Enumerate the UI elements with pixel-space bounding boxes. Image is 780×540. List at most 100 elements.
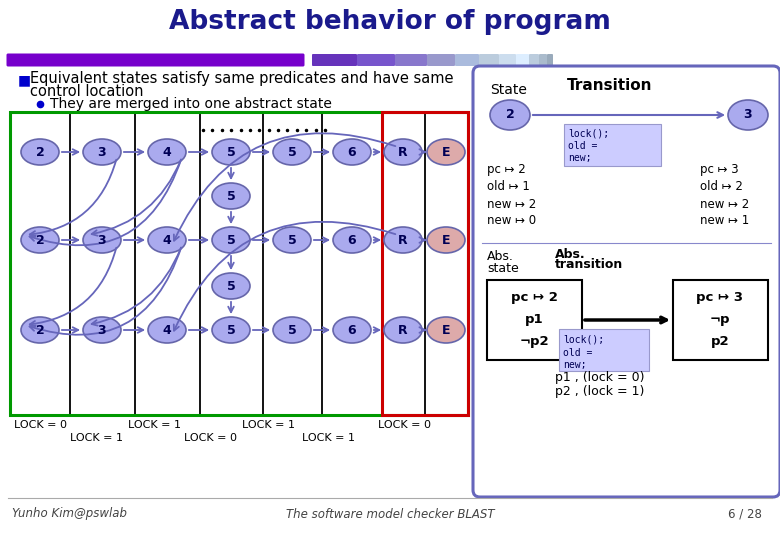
- Text: 5: 5: [288, 233, 296, 246]
- Ellipse shape: [333, 139, 371, 165]
- FancyBboxPatch shape: [312, 54, 357, 66]
- FancyBboxPatch shape: [357, 54, 395, 66]
- FancyBboxPatch shape: [516, 54, 529, 66]
- Text: Transition: Transition: [567, 78, 653, 93]
- Text: 4: 4: [162, 145, 172, 159]
- Bar: [673, 280, 768, 360]
- Text: 4: 4: [162, 323, 172, 336]
- Text: old ↦ 2: old ↦ 2: [700, 180, 743, 193]
- Text: pc ↦ 2: pc ↦ 2: [487, 164, 526, 177]
- Text: 6: 6: [348, 323, 356, 336]
- Ellipse shape: [490, 100, 530, 130]
- Text: 3: 3: [98, 233, 106, 246]
- FancyBboxPatch shape: [529, 54, 539, 66]
- Text: 5: 5: [227, 190, 236, 202]
- Text: E: E: [441, 145, 450, 159]
- Ellipse shape: [333, 317, 371, 343]
- Text: old =: old =: [563, 348, 592, 358]
- Text: 2: 2: [36, 145, 44, 159]
- Text: E: E: [441, 323, 450, 336]
- FancyBboxPatch shape: [455, 54, 479, 66]
- Text: 3: 3: [98, 323, 106, 336]
- Ellipse shape: [148, 227, 186, 253]
- Text: pc ↦ 2: pc ↦ 2: [511, 292, 558, 305]
- Text: ■: ■: [18, 73, 31, 87]
- Bar: [10, 112, 468, 415]
- Text: R: R: [398, 233, 408, 246]
- Text: 5: 5: [288, 323, 296, 336]
- FancyBboxPatch shape: [539, 54, 547, 66]
- Ellipse shape: [212, 273, 250, 299]
- Ellipse shape: [384, 139, 422, 165]
- Text: 6: 6: [348, 145, 356, 159]
- Text: 2: 2: [36, 323, 44, 336]
- Text: 6: 6: [348, 233, 356, 246]
- Text: p2 , (lock = 1): p2 , (lock = 1): [555, 386, 644, 399]
- Text: p1: p1: [525, 314, 544, 327]
- Text: new;: new;: [568, 153, 591, 163]
- Text: control location: control location: [30, 84, 144, 98]
- Text: Yunho Kim@pswlab: Yunho Kim@pswlab: [12, 508, 127, 521]
- Text: Equivalent states satisfy same predicates and have same: Equivalent states satisfy same predicate…: [30, 71, 453, 85]
- Text: pc ↦ 3: pc ↦ 3: [700, 164, 739, 177]
- Text: LOCK = 1: LOCK = 1: [242, 420, 295, 430]
- Ellipse shape: [21, 139, 59, 165]
- Bar: [487, 280, 582, 360]
- FancyBboxPatch shape: [395, 54, 427, 66]
- Text: 2: 2: [36, 233, 44, 246]
- Text: 3: 3: [743, 109, 753, 122]
- Text: p1 , (lock = 0): p1 , (lock = 0): [555, 372, 644, 384]
- Text: ¬p: ¬p: [710, 314, 730, 327]
- Ellipse shape: [83, 139, 121, 165]
- Text: R: R: [398, 323, 408, 336]
- Ellipse shape: [333, 227, 371, 253]
- Ellipse shape: [21, 317, 59, 343]
- Text: LOCK = 1: LOCK = 1: [302, 433, 354, 443]
- Ellipse shape: [273, 139, 311, 165]
- FancyBboxPatch shape: [6, 53, 304, 66]
- Text: p2: p2: [711, 335, 729, 348]
- FancyBboxPatch shape: [479, 54, 499, 66]
- Text: new;: new;: [563, 360, 587, 370]
- Text: 5: 5: [227, 280, 236, 293]
- FancyBboxPatch shape: [547, 54, 553, 66]
- Ellipse shape: [212, 227, 250, 253]
- Text: new ↦ 0: new ↦ 0: [487, 214, 536, 227]
- Text: old =: old =: [568, 141, 597, 151]
- Ellipse shape: [21, 227, 59, 253]
- Text: LOCK = 1: LOCK = 1: [129, 420, 182, 430]
- Text: 2: 2: [505, 109, 514, 122]
- FancyBboxPatch shape: [559, 329, 649, 371]
- Text: Abstract behavior of program: Abstract behavior of program: [169, 9, 611, 35]
- Ellipse shape: [212, 139, 250, 165]
- Text: LOCK = 0: LOCK = 0: [13, 420, 66, 430]
- FancyBboxPatch shape: [499, 54, 516, 66]
- Ellipse shape: [384, 227, 422, 253]
- Ellipse shape: [427, 227, 465, 253]
- Text: State: State: [490, 83, 526, 97]
- Text: 3: 3: [98, 145, 106, 159]
- Text: new ↦ 2: new ↦ 2: [487, 198, 537, 211]
- Ellipse shape: [148, 317, 186, 343]
- Text: lock();: lock();: [563, 335, 604, 345]
- Text: E: E: [441, 233, 450, 246]
- Ellipse shape: [83, 227, 121, 253]
- Text: ¬p2: ¬p2: [519, 335, 549, 348]
- Text: 5: 5: [227, 233, 236, 246]
- Ellipse shape: [148, 139, 186, 165]
- Ellipse shape: [728, 100, 768, 130]
- Text: old ↦ 1: old ↦ 1: [487, 180, 530, 193]
- Ellipse shape: [273, 227, 311, 253]
- FancyBboxPatch shape: [427, 54, 455, 66]
- Text: 5: 5: [227, 145, 236, 159]
- Text: The software model checker BLAST: The software model checker BLAST: [285, 508, 495, 521]
- Ellipse shape: [212, 183, 250, 209]
- Text: new ↦ 2: new ↦ 2: [700, 198, 750, 211]
- Text: transition: transition: [555, 259, 623, 272]
- Text: LOCK = 0: LOCK = 0: [378, 420, 431, 430]
- Ellipse shape: [83, 317, 121, 343]
- Ellipse shape: [427, 139, 465, 165]
- Text: LOCK = 1: LOCK = 1: [70, 433, 123, 443]
- Text: LOCK = 0: LOCK = 0: [183, 433, 236, 443]
- Ellipse shape: [427, 317, 465, 343]
